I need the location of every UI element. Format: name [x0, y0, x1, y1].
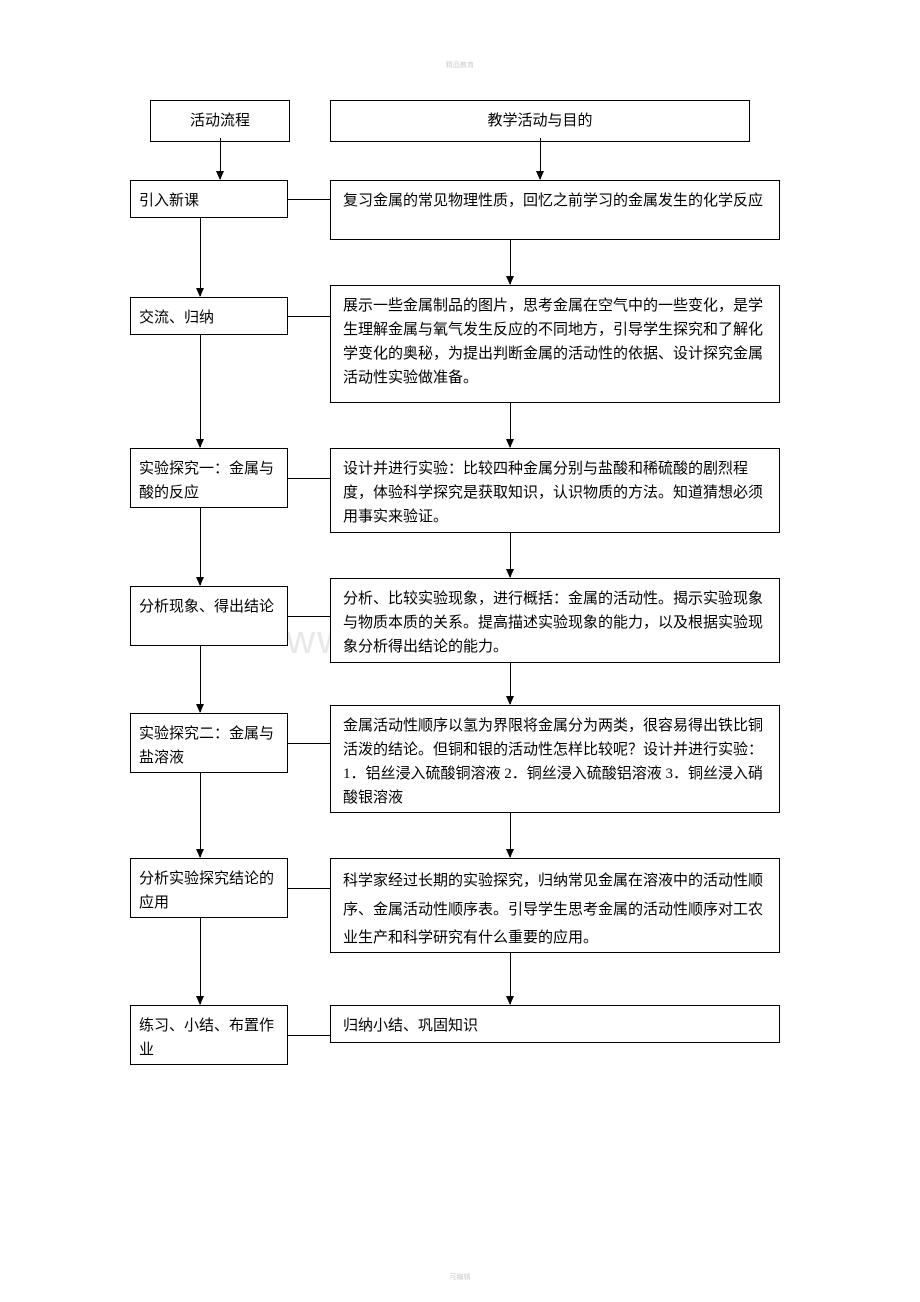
connector-h-7 [288, 1035, 330, 1036]
arrow-right-0 [540, 138, 541, 179]
flow-step-right-1: 复习金属的常见物理性质，回忆之前学习的金属发生的化学反应 [330, 180, 780, 240]
arrow-right-1 [510, 240, 511, 284]
flow-step-right-2: 展示一些金属制品的图片，思考金属在空气中的一些变化，是学生理解金属与氧气发生反应… [330, 285, 780, 403]
footer-tiny-text: 可编辑 [450, 1272, 471, 1282]
connector-h-4 [288, 616, 330, 617]
arrow-right-6 [510, 953, 511, 1004]
connector-h-1 [288, 199, 330, 200]
arrow-left-0 [220, 138, 221, 179]
arrow-right-2 [510, 403, 511, 447]
flow-step-left-1: 引入新课 [130, 180, 288, 218]
arrow-right-4 [510, 663, 511, 704]
arrow-left-3 [200, 508, 201, 585]
arrow-left-4 [200, 646, 201, 712]
flowchart-diagram: 活动流程教学活动与目的引入新课 复习金属的常见物理性质，回忆之前学习的金属发生的化… [130, 100, 790, 1150]
arrow-left-6 [200, 918, 201, 1004]
flow-step-right-5: 金属活动性顺序以氢为界限将金属分为两类，很容易得出铁比铜活泼的结论。但铜和银的活… [330, 705, 780, 813]
connector-h-3 [288, 478, 330, 479]
flow-step-left-6: 分析实验探究结论的应用 [130, 858, 288, 918]
connector-h-2 [288, 316, 330, 317]
flow-step-left-7: 练习、小结、布置作业 [130, 1005, 288, 1065]
arrow-right-3 [510, 533, 511, 577]
flow-step-left-2: 交流、归纳 [130, 297, 288, 335]
flow-step-right-4: 分析、比较实验现象，进行概括：金属的活动性。揭示实验现象与物质本质的关系。提高描… [330, 578, 780, 663]
header-right-box: 教学活动与目的 [330, 100, 750, 142]
header-tiny-text: 精品教育 [446, 60, 474, 70]
arrow-right-5 [510, 813, 511, 857]
flow-step-right-3: 设计并进行实验：比较四种金属分别与盐酸和稀硫酸的剧烈程度，体验科学探究是获取知识… [330, 448, 780, 533]
flow-step-left-5: 实验探究二：金属与盐溶液 [130, 713, 288, 773]
arrow-left-5 [200, 773, 201, 857]
arrow-left-1 [200, 218, 201, 296]
flow-step-left-4: 分析现象、得出结论 [130, 586, 288, 646]
flow-step-left-3: 实验探究一：金属与酸的反应 [130, 448, 288, 508]
flow-step-right-7: 归纳小结、巩固知识 [330, 1005, 780, 1043]
flow-step-right-6: 科学家经过长期的实验探究，归纳常见金属在溶液中的活动性顺序、金属活动性顺序表。引… [330, 858, 780, 953]
header-left-box: 活动流程 [150, 100, 290, 142]
connector-h-5 [288, 743, 330, 744]
arrow-left-2 [200, 335, 201, 447]
connector-h-6 [288, 888, 330, 889]
